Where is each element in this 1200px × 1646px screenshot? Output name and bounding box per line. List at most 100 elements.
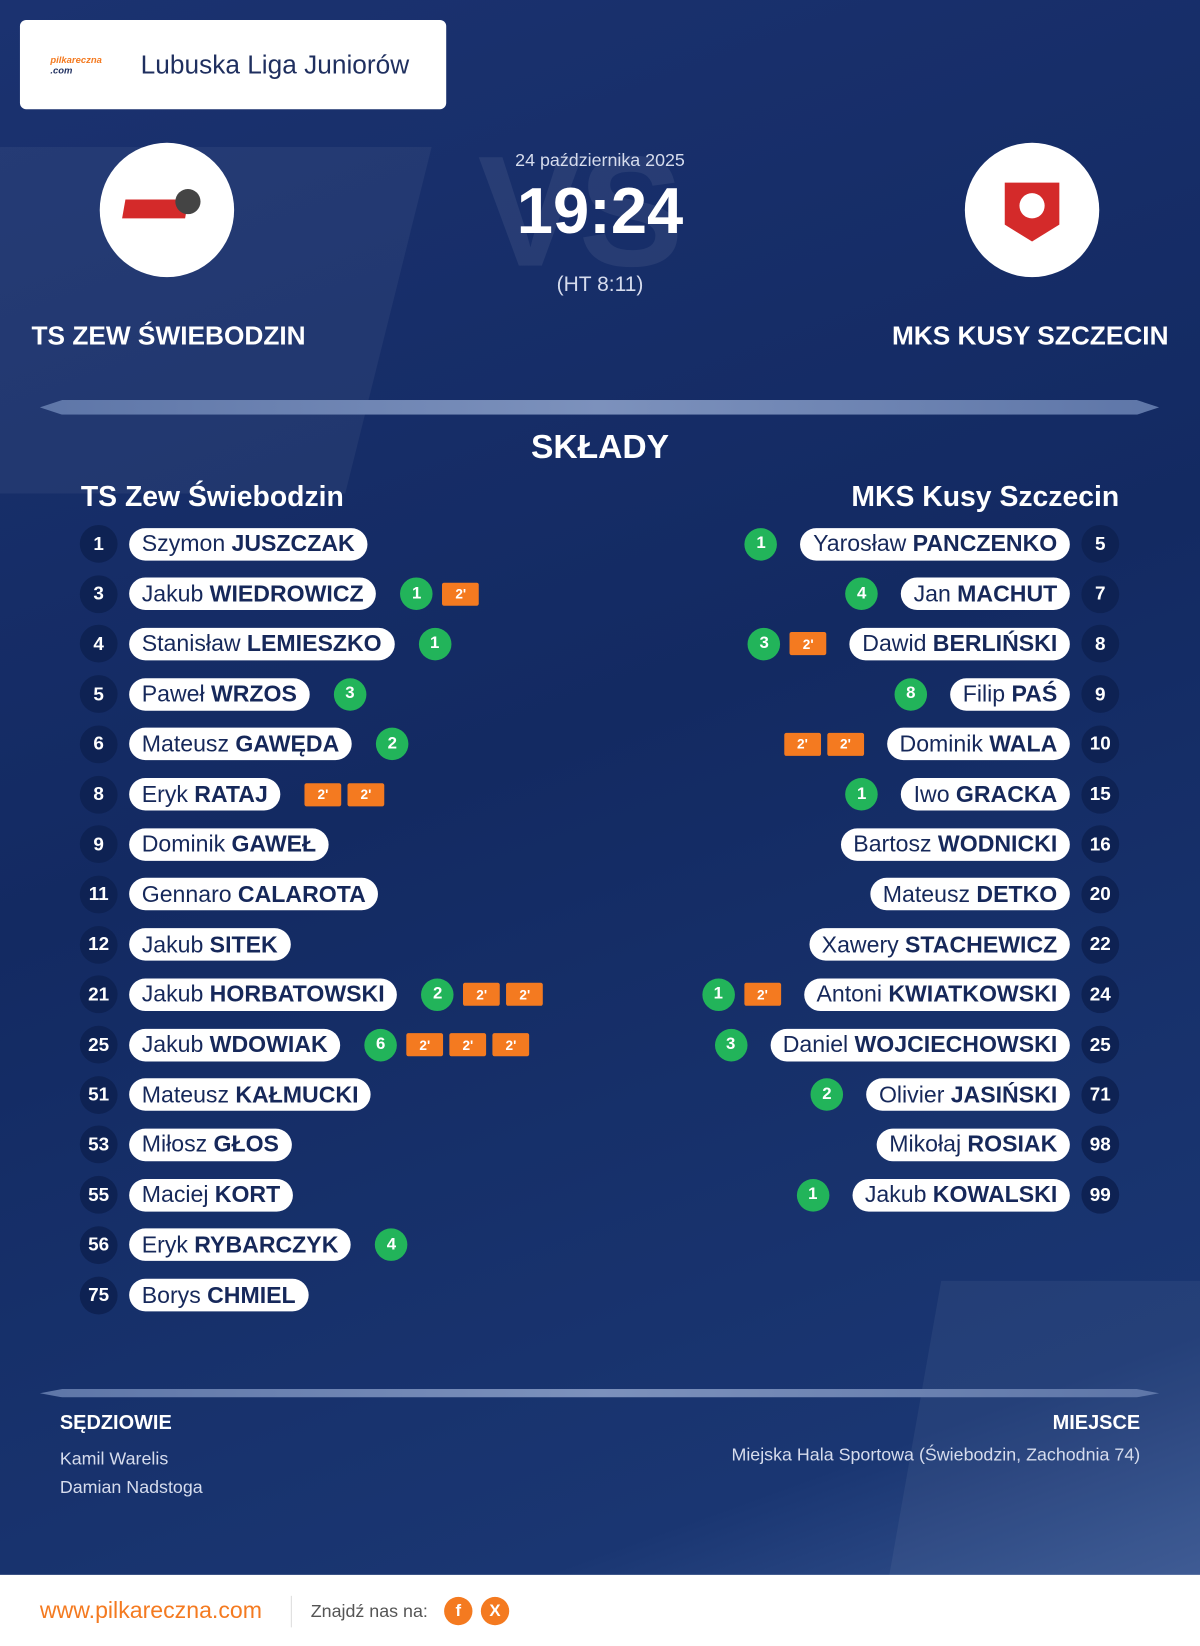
shirt-number: 75 bbox=[79, 1276, 118, 1314]
header-card bbox=[19, 19, 447, 110]
last-name: LEMIESZKO bbox=[246, 630, 382, 657]
goals: 2 bbox=[421, 978, 454, 1011]
divider bbox=[39, 1389, 1160, 1398]
home-team: TS ZEW ŚWIEBODZIN bbox=[31, 321, 306, 351]
venue-title: MIEJSCE bbox=[1052, 1412, 1141, 1435]
player-row: 6 Mateusz GAWĘDA 2 bbox=[79, 725, 409, 764]
first-name: Filip bbox=[962, 680, 1006, 707]
first-name: Mateusz bbox=[141, 730, 230, 757]
goals: 6 bbox=[364, 1028, 398, 1061]
first-name: Jakub bbox=[864, 1181, 927, 1208]
last-name: KORT bbox=[214, 1181, 281, 1208]
date: 24 października 2025 bbox=[515, 150, 685, 171]
player-row: 25 Jakub WDOWIAK 6 2' 2' 2' bbox=[79, 1025, 530, 1064]
last-name: WIEDROWICZ bbox=[209, 580, 364, 607]
official: Kamil Warelis bbox=[59, 1448, 169, 1469]
player-row: 22 Xawery STACHEWICZ bbox=[809, 925, 1120, 964]
last-name: KWIATKOWSKI bbox=[888, 980, 1058, 1008]
player-name[interactable]: Yarosław PANCZENKO bbox=[800, 527, 1070, 561]
player-name[interactable]: Bartosz WODNICKI bbox=[840, 828, 1070, 861]
last-name: JUSZCZAK bbox=[231, 530, 355, 557]
player-row: 24 Antoni KWIATKOWSKI 2' 1 bbox=[702, 975, 1120, 1014]
shirt-number: 15 bbox=[1081, 775, 1120, 814]
last-name: PANCZENKO bbox=[912, 530, 1058, 557]
player-name[interactable]: Gennaro CALAROTA bbox=[129, 878, 379, 911]
first-name: Jakub bbox=[141, 980, 204, 1008]
player-row: 1 Szymon JUSZCZAK bbox=[79, 524, 368, 563]
goals: 3 bbox=[747, 627, 781, 661]
suspension: 2' bbox=[506, 983, 544, 1007]
player-name[interactable]: Paweł WRZOS bbox=[129, 677, 310, 711]
first-name: Yarosław bbox=[813, 530, 907, 557]
player-name[interactable]: Miłosz GŁOS bbox=[129, 1128, 292, 1162]
shirt-number: 24 bbox=[1081, 975, 1120, 1014]
player-name[interactable]: Iwo GRACKA bbox=[901, 777, 1070, 811]
player-row: 12 Jakub SITEK bbox=[79, 925, 291, 964]
player-row: 11 Gennaro CALAROTA bbox=[79, 875, 379, 914]
player-name[interactable]: Jakub HORBATOWSKI bbox=[129, 978, 398, 1011]
suspension: 2' bbox=[304, 782, 342, 806]
player-row: 99 Jakub KOWALSKI 1 bbox=[796, 1175, 1120, 1214]
first-name: Eryk bbox=[141, 1231, 188, 1258]
player-name[interactable]: Filip PAŚ bbox=[950, 677, 1070, 711]
x-icon[interactable]: X bbox=[480, 1596, 510, 1626]
first-name: Iwo bbox=[913, 780, 950, 807]
goals: 3 bbox=[714, 1028, 748, 1061]
first-name: Eryk bbox=[141, 780, 188, 807]
player-name[interactable]: Mikołaj ROSIAK bbox=[876, 1128, 1070, 1162]
goals: 1 bbox=[400, 577, 433, 611]
player-name[interactable]: Dominik WALA bbox=[886, 727, 1070, 761]
shirt-number: 8 bbox=[1081, 625, 1120, 663]
last-name: WOJCIECHOWSKI bbox=[854, 1031, 1058, 1058]
player-name[interactable]: Antoni KWIATKOWSKI bbox=[803, 978, 1070, 1011]
logo-text: pilkareczna bbox=[50, 54, 102, 66]
first-name: Paweł bbox=[141, 680, 205, 707]
player-name[interactable]: Jakub WDOWIAK bbox=[129, 1028, 341, 1061]
player-row: 3 Jakub WIEDROWICZ 1 2' bbox=[79, 575, 480, 613]
player-name[interactable]: Olivier JASIŃSKI bbox=[866, 1078, 1070, 1111]
player-name[interactable]: Jakub WIEDROWICZ bbox=[129, 577, 377, 611]
shirt-number: 7 bbox=[1081, 575, 1120, 613]
player-name[interactable]: Maciej KORT bbox=[129, 1178, 293, 1212]
player-name[interactable]: Jakub KOWALSKI bbox=[852, 1178, 1070, 1212]
first-name: Gennaro bbox=[141, 880, 232, 907]
divider bbox=[39, 400, 1160, 415]
last-name: GAWEŁ bbox=[231, 830, 317, 857]
away-lineup-name: MKS Kusy Szczecin bbox=[851, 480, 1120, 513]
player-row: 5 Yarosław PANCZENKO 1 bbox=[744, 524, 1120, 563]
player-name[interactable]: Xawery STACHEWICZ bbox=[809, 928, 1070, 961]
player-row: 8 Dawid BERLIŃSKI 2' 3 bbox=[747, 625, 1120, 663]
player-name[interactable]: Jakub SITEK bbox=[129, 928, 291, 961]
player-name[interactable]: Stanisław LEMIESZKO bbox=[129, 627, 395, 661]
player-name[interactable]: Szymon JUSZCZAK bbox=[129, 527, 368, 561]
logo: pilkareczna .com bbox=[50, 55, 101, 76]
shirt-number: 5 bbox=[79, 675, 118, 713]
footer-url[interactable]: www.pilkareczna.com bbox=[39, 1596, 262, 1624]
player-name[interactable]: Borys CHMIEL bbox=[129, 1278, 309, 1312]
player-name[interactable]: Daniel WOJCIECHOWSKI bbox=[770, 1028, 1070, 1061]
player-name[interactable]: Eryk RYBARCZYK bbox=[129, 1228, 351, 1262]
league: Lubuska Liga Juniorów bbox=[140, 50, 410, 80]
player-name[interactable]: Eryk RATAJ bbox=[129, 777, 281, 811]
follow-label: Znajdź nas na: bbox=[310, 1601, 428, 1622]
player-name[interactable]: Jan MACHUT bbox=[901, 577, 1070, 611]
player-name[interactable]: Mateusz GAWĘDA bbox=[129, 727, 352, 761]
first-name: Mateusz bbox=[882, 880, 971, 907]
suspension: 2' bbox=[449, 1033, 487, 1057]
player-name[interactable]: Mateusz KAŁMUCKI bbox=[129, 1078, 372, 1111]
goals: 2 bbox=[810, 1078, 844, 1111]
last-name: GRACKA bbox=[955, 780, 1058, 807]
player-row: 25 Daniel WOJCIECHOWSKI 3 bbox=[714, 1025, 1120, 1064]
player-name[interactable]: Mateusz DETKO bbox=[870, 878, 1070, 911]
shirt-number: 10 bbox=[1081, 725, 1120, 764]
last-name: KAŁMUCKI bbox=[235, 1081, 359, 1108]
last-name: KOWALSKI bbox=[932, 1181, 1058, 1208]
shirt-number: 53 bbox=[79, 1125, 118, 1164]
first-name: Jakub bbox=[141, 1031, 204, 1058]
facebook-icon[interactable]: f bbox=[444, 1596, 473, 1626]
shirt-number: 21 bbox=[79, 975, 118, 1014]
player-name[interactable]: Dawid BERLIŃSKI bbox=[849, 627, 1070, 661]
last-name: STACHEWICZ bbox=[904, 930, 1058, 958]
player-name[interactable]: Dominik GAWEŁ bbox=[129, 828, 329, 861]
